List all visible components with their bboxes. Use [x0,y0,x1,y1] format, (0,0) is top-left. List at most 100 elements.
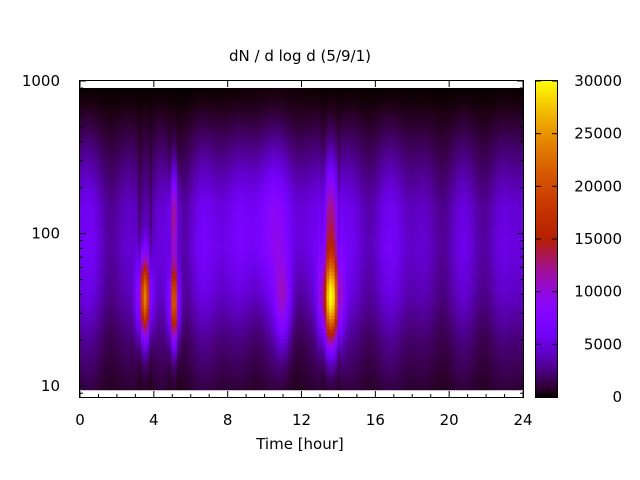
heatmap-cell [187,168,192,173]
heatmap-cell [118,242,123,247]
heatmap-cell [107,369,112,374]
heatmap-cell [221,319,225,324]
heatmap-cell [179,138,184,143]
heatmap-cell [174,218,178,223]
heatmap-cell [146,302,150,307]
heatmap-cell [154,346,159,351]
heatmap-cell [190,138,195,143]
heatmap-cell [132,144,136,149]
heatmap-cell [201,148,206,153]
heatmap-cell [127,118,131,123]
heatmap-cell [185,148,189,153]
heatmap-cell [199,101,203,106]
heatmap-cell [226,325,231,330]
heatmap-cell [138,356,142,361]
heatmap-cell [96,372,100,377]
heatmap-cell [207,144,211,149]
heatmap-cell [104,346,109,351]
heatmap-cell [80,148,84,153]
heatmap-cell [80,118,84,123]
heatmap-cell [129,225,134,230]
heatmap-cell [160,108,164,113]
heatmap-cell [185,262,189,267]
heatmap-cell [149,108,153,113]
heatmap-cell [129,366,134,371]
heatmap-cell [140,178,145,183]
heatmap-cell [221,185,225,190]
heatmap-cell [160,111,164,116]
heatmap-cell [201,305,206,310]
heatmap-cell [163,111,167,116]
heatmap-cell [149,258,153,263]
heatmap-cell [179,98,184,102]
heatmap-cell [187,228,192,233]
heatmap-cell [124,215,128,220]
heatmap-cell [88,131,92,136]
heatmap-cell [215,188,220,193]
heatmap-cell [212,319,217,324]
heatmap-cell [110,128,114,133]
heatmap-cell [102,255,106,260]
heatmap-cell [204,309,208,314]
heatmap-cell [199,148,203,153]
heatmap-cell [107,275,112,280]
heatmap-cell [218,128,222,133]
heatmap-cell [157,178,161,183]
heatmap-cell [99,121,103,126]
heatmap-cell [127,235,131,240]
heatmap-cell [143,195,148,200]
heatmap-cell [182,158,186,163]
heatmap-cell [218,205,222,210]
heatmap-cell [127,336,131,340]
heatmap-cell [88,101,92,106]
heatmap-cell [215,275,220,280]
heatmap-cell [221,144,225,149]
heatmap-cell [182,201,186,206]
heatmap-cell [212,138,217,143]
heatmap-cell [190,369,195,374]
heatmap-cell [118,346,123,351]
heatmap-cell [171,292,175,297]
heatmap-cell [146,188,150,193]
heatmap-cell [96,319,100,324]
heatmap-cell [110,386,114,391]
heatmap-cell [138,336,142,340]
heatmap-cell [210,168,214,173]
heatmap-cell [168,352,172,357]
heatmap-cell [218,289,222,294]
heatmap-cell [82,242,87,247]
heatmap-cell [110,114,114,119]
heatmap-cell [127,346,131,351]
heatmap-cell [88,372,92,377]
heatmap-cell [210,108,214,113]
heatmap-cell [210,215,214,220]
heatmap-cell [199,208,203,213]
heatmap-cell [85,382,89,387]
heatmap-cell [229,118,233,123]
heatmap-cell [115,98,120,102]
heatmap-cell [80,235,84,240]
heatmap-cell [143,312,148,317]
heatmap-cell [102,285,106,290]
heatmap-cell [99,208,103,213]
heatmap-cell [204,292,208,297]
heatmap-cell [163,376,167,381]
heatmap-cell [107,366,112,371]
heatmap-cell [127,238,131,243]
heatmap-cell [171,111,175,116]
heatmap-cell [143,138,148,143]
heatmap-cell [110,342,114,347]
heatmap-cell [113,279,117,283]
heatmap-cell [80,104,84,109]
heatmap-cell [104,252,109,257]
heatmap-cell [199,98,203,102]
heatmap-cell [171,346,175,351]
heatmap-cell [210,255,214,260]
heatmap-cell [124,208,128,213]
heatmap-cell [168,325,172,330]
heatmap-cell [110,356,114,361]
heatmap-cell [201,108,206,113]
heatmap-cell [160,228,164,233]
heatmap-cell [163,128,167,133]
heatmap-cell [226,332,231,337]
